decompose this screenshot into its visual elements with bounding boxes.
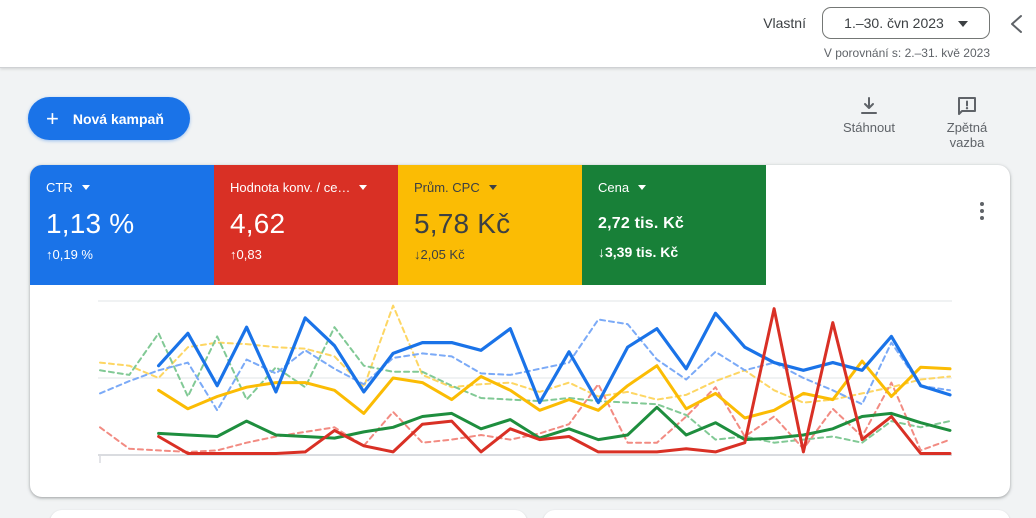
scorecard-row: CTR 1,13 % ↑0,19 % Hodnota konv. / ce… 4… (30, 165, 766, 285)
scorecard-metric-label: Cena (598, 180, 630, 195)
new-campaign-label: Nová kampaň (72, 110, 164, 127)
arrow-down-icon: ↓ (598, 244, 605, 260)
scorecard-metric-label: Hodnota konv. / ce… (230, 180, 351, 195)
series-cpc-current (157, 359, 952, 420)
date-range-value: 1.–30. čvn 2023 (844, 15, 944, 31)
series-cost-current (157, 405, 952, 442)
scorecard-delta: ↓2,05 Kč (414, 247, 465, 262)
feedback-button[interactable]: Zpětná vazba (932, 96, 1002, 150)
header: Vlastní 1.–30. čvn 2023 V porovnání s: 2… (0, 0, 1036, 68)
download-label: Stáhnout (842, 120, 896, 135)
plus-icon: + (46, 105, 59, 131)
chevron-down-icon[interactable] (359, 185, 368, 190)
scorecard-value: 4,62 (230, 208, 286, 239)
scorecard-metric-label: CTR (46, 180, 73, 195)
chevron-down-icon[interactable] (81, 185, 90, 190)
series-cpc-previous (99, 304, 951, 404)
scorecard-value: 5,78 Kč (414, 208, 511, 239)
date-range-type-label: Vlastní (763, 15, 806, 31)
comparison-period-text: V porovnání s: 2.–31. kvě 2023 (823, 46, 990, 60)
date-range-selector[interactable]: 1.–30. čvn 2023 (822, 7, 990, 39)
scorecard-conv-value-per-cost[interactable]: Hodnota konv. / ce… 4,62 ↑0,83 (214, 165, 398, 285)
scorecard-ctr[interactable]: CTR 1,13 % ↑0,19 % (30, 165, 214, 285)
scorecard-delta: ↓3,39 tis. Kč (598, 244, 679, 260)
download-icon (861, 97, 877, 114)
overflow-menu-button[interactable] (970, 197, 994, 225)
scorecard-value: 2,72 tis. Kč (598, 215, 685, 232)
scorecard-value: 1,13 % (46, 208, 135, 239)
scorecard-cost[interactable]: Cena 2,72 tis. Kč ↓3,39 tis. Kč (582, 165, 766, 285)
lower-card-left-top-edge (50, 510, 527, 518)
scorecard-metric-label: Prům. CPC (414, 180, 480, 195)
feedback-icon (958, 97, 976, 115)
arrow-up-icon: ↑ (230, 247, 237, 262)
series-cost-previous (99, 326, 951, 444)
chevron-down-icon (957, 20, 968, 27)
download-button[interactable]: Stáhnout (834, 96, 904, 135)
scorecard-delta: ↑0,83 (230, 247, 262, 262)
series-ctr-current (157, 311, 952, 405)
series-convvalue-previous (99, 381, 951, 453)
previous-period-chevron-icon[interactable] (1008, 13, 1026, 35)
new-campaign-button[interactable]: + Nová kampaň (28, 97, 190, 140)
overview-chart (98, 300, 952, 463)
series-ctr-previous (99, 318, 951, 412)
series-convvalue-current (157, 307, 952, 455)
scorecard-delta: ↑0,19 % (46, 247, 93, 262)
scorecard-avg-cpc[interactable]: Prům. CPC 5,78 Kč ↓2,05 Kč (398, 165, 582, 285)
overview-chart-series (99, 304, 952, 455)
chevron-down-icon[interactable] (638, 185, 647, 190)
lower-card-right-top-edge (543, 510, 1010, 518)
chevron-down-icon[interactable] (488, 185, 497, 190)
feedback-label: Zpětná vazba (946, 120, 988, 150)
arrow-up-icon: ↑ (46, 247, 53, 262)
overview-card: CTR 1,13 % ↑0,19 % Hodnota konv. / ce… 4… (30, 165, 1010, 497)
arrow-down-icon: ↓ (414, 247, 421, 262)
